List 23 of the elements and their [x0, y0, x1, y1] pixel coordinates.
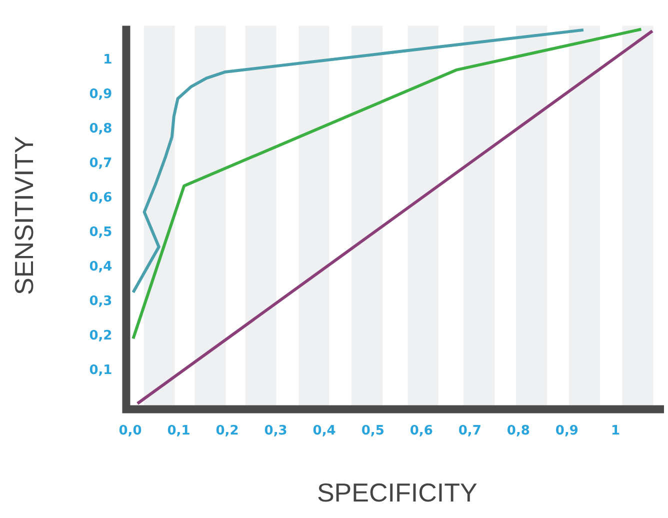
y-tick-label: 0,9	[89, 87, 112, 102]
x-tick-label: 0,1	[167, 423, 190, 438]
y-tick-label: 0,6	[89, 190, 112, 206]
x-tick-label: 0,7	[458, 423, 482, 438]
y-axis-title: SENSITIVITY	[8, 136, 39, 295]
y-tick-label: 0,8	[89, 122, 112, 137]
y-tick-label: 0,5	[89, 225, 112, 240]
x-tick-label: 1	[610, 423, 620, 438]
y-tick-label: 1	[103, 52, 112, 68]
y-tick-label: 0,1	[89, 363, 112, 378]
y-tick-label: 0,2	[89, 328, 112, 344]
x-tick-label: 0,0	[118, 423, 142, 438]
y-tick-label: 0,4	[89, 260, 112, 275]
x-tick-label: 0,4	[312, 423, 336, 438]
x-tick-label: 0,2	[216, 423, 239, 438]
x-tick-label: 0,3	[264, 423, 288, 438]
y-tick-label: 0,3	[89, 294, 112, 310]
y-tick-label: 0,7	[89, 156, 112, 172]
x-axis-title: SPECIFICITY	[316, 478, 478, 508]
x-tick-label: 0,8	[506, 423, 530, 438]
x-tick-label: 0,9	[555, 423, 578, 438]
x-tick-label: 0,6	[410, 423, 433, 438]
x-tick-label: 0,5	[361, 423, 384, 438]
